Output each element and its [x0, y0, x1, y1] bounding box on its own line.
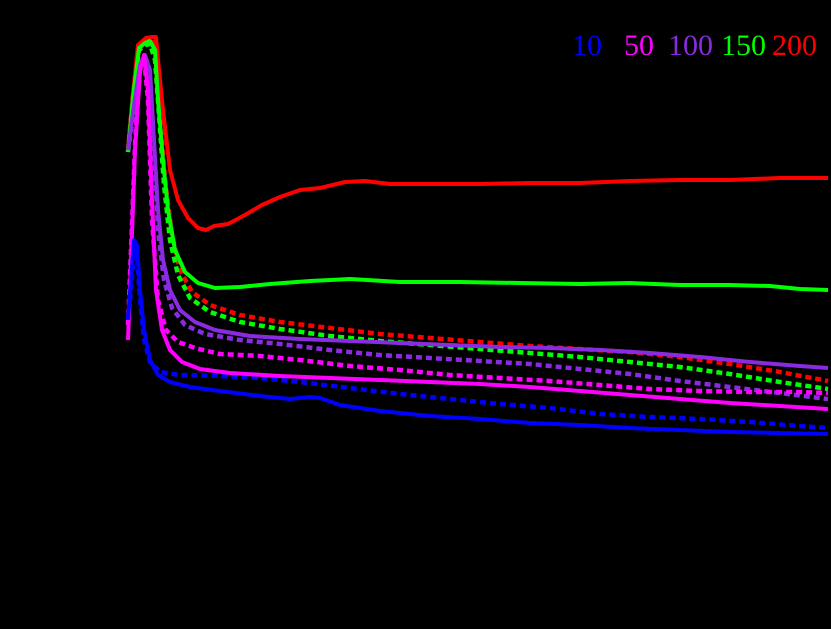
- legend: 10 50 100 150 200: [572, 28, 817, 64]
- legend-item-50: 50: [624, 29, 654, 62]
- legend-item-100: 100: [668, 29, 713, 62]
- series-line-150-solid: [126, 39, 829, 292]
- series-line-50-solid: [126, 53, 829, 411]
- legend-item-150: 150: [721, 29, 766, 62]
- legend-item-10: 10: [572, 29, 602, 62]
- series-line-100-solid: [126, 53, 829, 370]
- series-line-200-solid: [126, 35, 828, 232]
- legend-item-200: 200: [772, 29, 817, 62]
- series-line-10-solid: [126, 238, 829, 436]
- series-line-50-dotted: [125, 55, 829, 396]
- series-layer: [125, 35, 829, 436]
